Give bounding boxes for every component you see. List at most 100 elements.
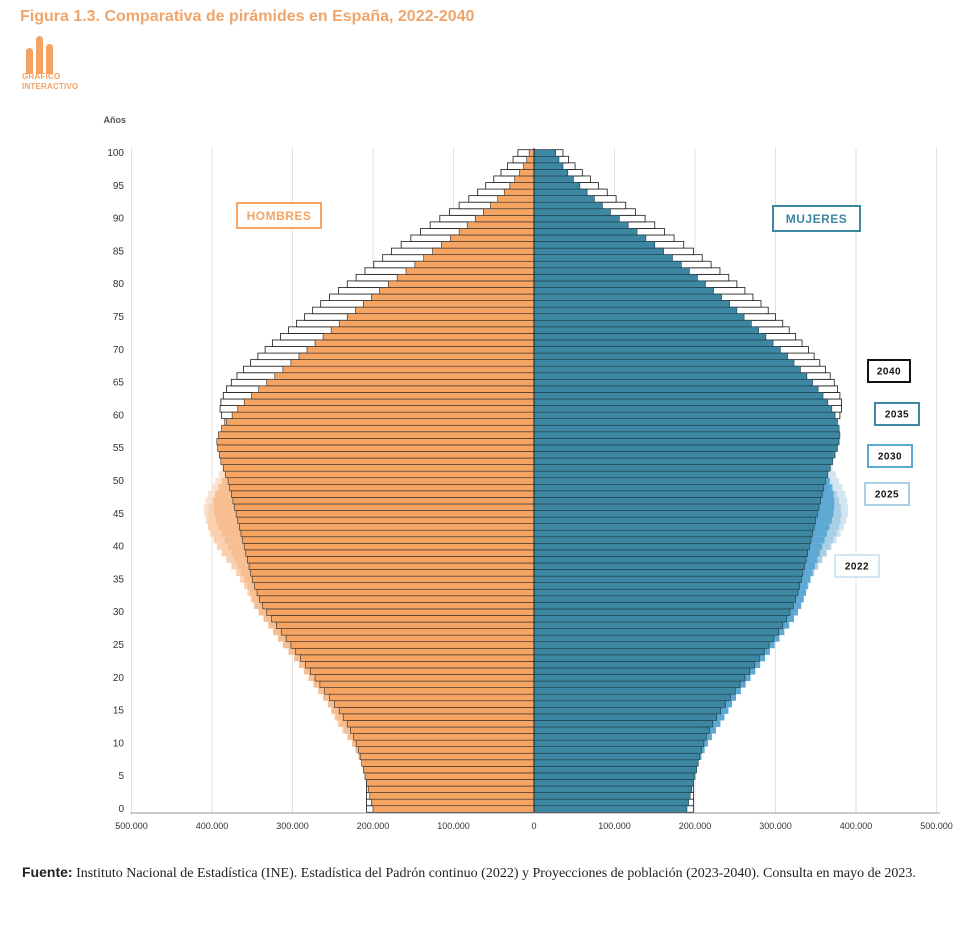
bar-women-2035 bbox=[533, 529, 813, 538]
y-tick-label: 100 bbox=[107, 148, 124, 159]
y-tick-label: 45 bbox=[113, 509, 125, 520]
bar-women-2035 bbox=[533, 346, 781, 354]
bar-men-2035 bbox=[371, 798, 535, 807]
bar-men-2035 bbox=[218, 431, 535, 439]
bar-women-2035 bbox=[533, 424, 840, 433]
bar-women-2035 bbox=[533, 700, 726, 708]
interactive-chart-logo[interactable]: GRÁFICO INTERACTIVO bbox=[22, 34, 92, 98]
bar-women-2035 bbox=[533, 654, 760, 662]
label-2040: 2040 bbox=[877, 367, 901, 378]
bar-men-2035 bbox=[350, 726, 535, 734]
bar-men-2035 bbox=[216, 438, 535, 446]
bar-women-2035 bbox=[533, 595, 796, 603]
bar-men-2035 bbox=[449, 234, 535, 242]
bar-women-2035 bbox=[533, 195, 595, 203]
bar-men-2035 bbox=[239, 523, 535, 531]
bar-women-2035 bbox=[533, 405, 833, 413]
bar-women-2035 bbox=[533, 431, 841, 439]
bar-women-2035 bbox=[533, 326, 759, 334]
bar-men-2035 bbox=[497, 195, 535, 203]
bar-men-2035 bbox=[221, 424, 535, 433]
y-tick-label: 60 bbox=[113, 410, 125, 421]
bar-men-2035 bbox=[523, 162, 535, 170]
bar-women-2035 bbox=[533, 543, 810, 551]
bar-men-2035 bbox=[358, 746, 535, 754]
x-tick-label: 400.000 bbox=[840, 821, 873, 831]
bar-women-2035 bbox=[533, 785, 693, 793]
bar-men-2035 bbox=[262, 602, 535, 610]
bar-women-2035 bbox=[533, 707, 722, 715]
bar-men-2035 bbox=[266, 379, 535, 387]
bar-women-2035 bbox=[533, 306, 738, 315]
bar-men-2035 bbox=[274, 372, 535, 380]
bar-women-2035 bbox=[533, 621, 784, 629]
bar-men-2035 bbox=[285, 634, 535, 643]
bar-men-2035 bbox=[280, 628, 535, 636]
bar-men-2035 bbox=[379, 287, 535, 295]
logo-line-1: GRÁFICO bbox=[22, 72, 61, 81]
label-2022: 2022 bbox=[845, 562, 869, 573]
bar-men-2035 bbox=[227, 477, 535, 485]
bar-men-2035 bbox=[354, 306, 535, 315]
bar-women-2035 bbox=[533, 615, 788, 623]
y-tick-label: 15 bbox=[113, 706, 125, 717]
label-2022-box bbox=[834, 554, 880, 578]
bar-women-2035 bbox=[533, 451, 836, 459]
bar-men-2035 bbox=[363, 766, 535, 774]
source-text: Instituto Nacional de Estadística (INE).… bbox=[76, 866, 916, 881]
bar-men-2035 bbox=[458, 228, 535, 236]
bar-men-2035 bbox=[369, 792, 535, 800]
bar-women-2035 bbox=[533, 739, 705, 747]
bar-men-2035 bbox=[258, 385, 535, 393]
bar-men-2035 bbox=[226, 418, 535, 426]
bar-women-2035 bbox=[533, 339, 774, 347]
bar-men-2035 bbox=[528, 149, 535, 157]
bar-women-2035 bbox=[533, 287, 714, 295]
bar-men-2035 bbox=[245, 549, 535, 557]
bar-men-2035 bbox=[225, 470, 535, 479]
bar-women-2035 bbox=[533, 464, 831, 472]
bar-women-2035 bbox=[533, 260, 682, 269]
bar-women-2035 bbox=[533, 575, 802, 583]
y-tick-label: 20 bbox=[113, 673, 125, 684]
bar-women-2035 bbox=[533, 641, 770, 649]
bar-men-2035 bbox=[355, 739, 535, 747]
bar-men-2035 bbox=[254, 582, 535, 590]
y-tick-label: 30 bbox=[113, 607, 125, 618]
bar-men-2035 bbox=[366, 779, 535, 787]
bar-chart-icon bbox=[24, 34, 64, 74]
label-2025-box bbox=[864, 482, 910, 506]
bar-women-2035 bbox=[533, 510, 818, 518]
x-tick-label: 0 bbox=[531, 821, 536, 831]
bar-women-2035 bbox=[533, 247, 664, 255]
bar-women-2035 bbox=[533, 201, 603, 210]
bar-women-2035 bbox=[533, 483, 825, 492]
x-tick-label: 300.000 bbox=[759, 821, 792, 831]
bar-women-2035 bbox=[533, 687, 736, 695]
bar-women-2035 bbox=[533, 182, 581, 190]
bar-men-2035 bbox=[387, 280, 535, 288]
bar-men-2035 bbox=[259, 595, 535, 603]
bar-women-2035 bbox=[533, 300, 730, 308]
bar-women-2035 bbox=[533, 772, 696, 780]
bar-women-2035 bbox=[533, 490, 823, 498]
bar-men-2035 bbox=[526, 155, 535, 164]
bar-women-2035 bbox=[533, 667, 751, 675]
bar-men-2035 bbox=[290, 641, 535, 649]
bar-men-2035 bbox=[342, 713, 535, 721]
bar-men-2035 bbox=[330, 326, 535, 334]
bar-men-2035 bbox=[232, 497, 535, 505]
bar-women-2035 bbox=[533, 411, 836, 419]
bar-women-2035 bbox=[533, 634, 775, 643]
bar-women-2035 bbox=[533, 444, 838, 452]
bar-men-2035 bbox=[271, 615, 535, 623]
bar-men-2035 bbox=[242, 536, 535, 544]
bar-women-2035 bbox=[533, 693, 731, 702]
bar-men-2035 bbox=[503, 188, 535, 196]
label-2030: 2030 bbox=[878, 452, 902, 463]
bar-women-2035 bbox=[533, 352, 788, 360]
y-tick-label: 40 bbox=[113, 542, 125, 553]
bar-women-2035 bbox=[533, 779, 694, 787]
bar-women-2035 bbox=[533, 379, 813, 387]
bar-women-2035 bbox=[533, 234, 647, 242]
